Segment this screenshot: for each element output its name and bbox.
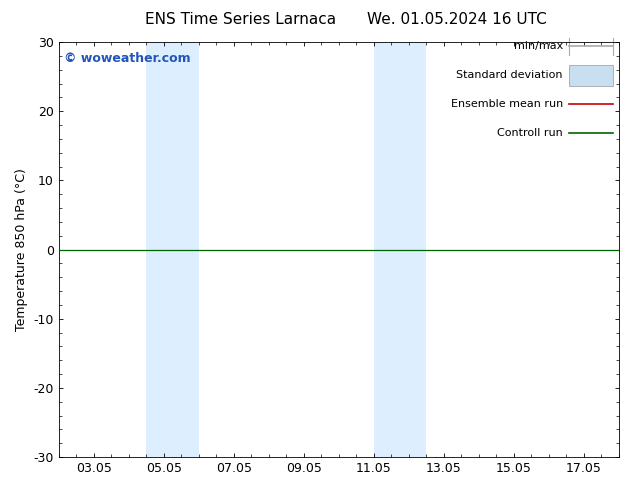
Text: Ensemble mean run: Ensemble mean run: [451, 99, 563, 109]
Text: ENS Time Series Larnaca: ENS Time Series Larnaca: [145, 12, 337, 27]
Bar: [374, 42, 427, 457]
Text: Controll run: Controll run: [497, 128, 563, 138]
Y-axis label: Temperature 850 hPa (°C): Temperature 850 hPa (°C): [15, 168, 28, 331]
FancyBboxPatch shape: [569, 65, 614, 86]
Text: Standard deviation: Standard deviation: [456, 70, 563, 80]
Text: min/max: min/max: [514, 41, 563, 51]
Bar: [146, 42, 199, 457]
Text: We. 01.05.2024 16 UTC: We. 01.05.2024 16 UTC: [366, 12, 547, 27]
Text: © woweather.com: © woweather.com: [65, 52, 191, 66]
